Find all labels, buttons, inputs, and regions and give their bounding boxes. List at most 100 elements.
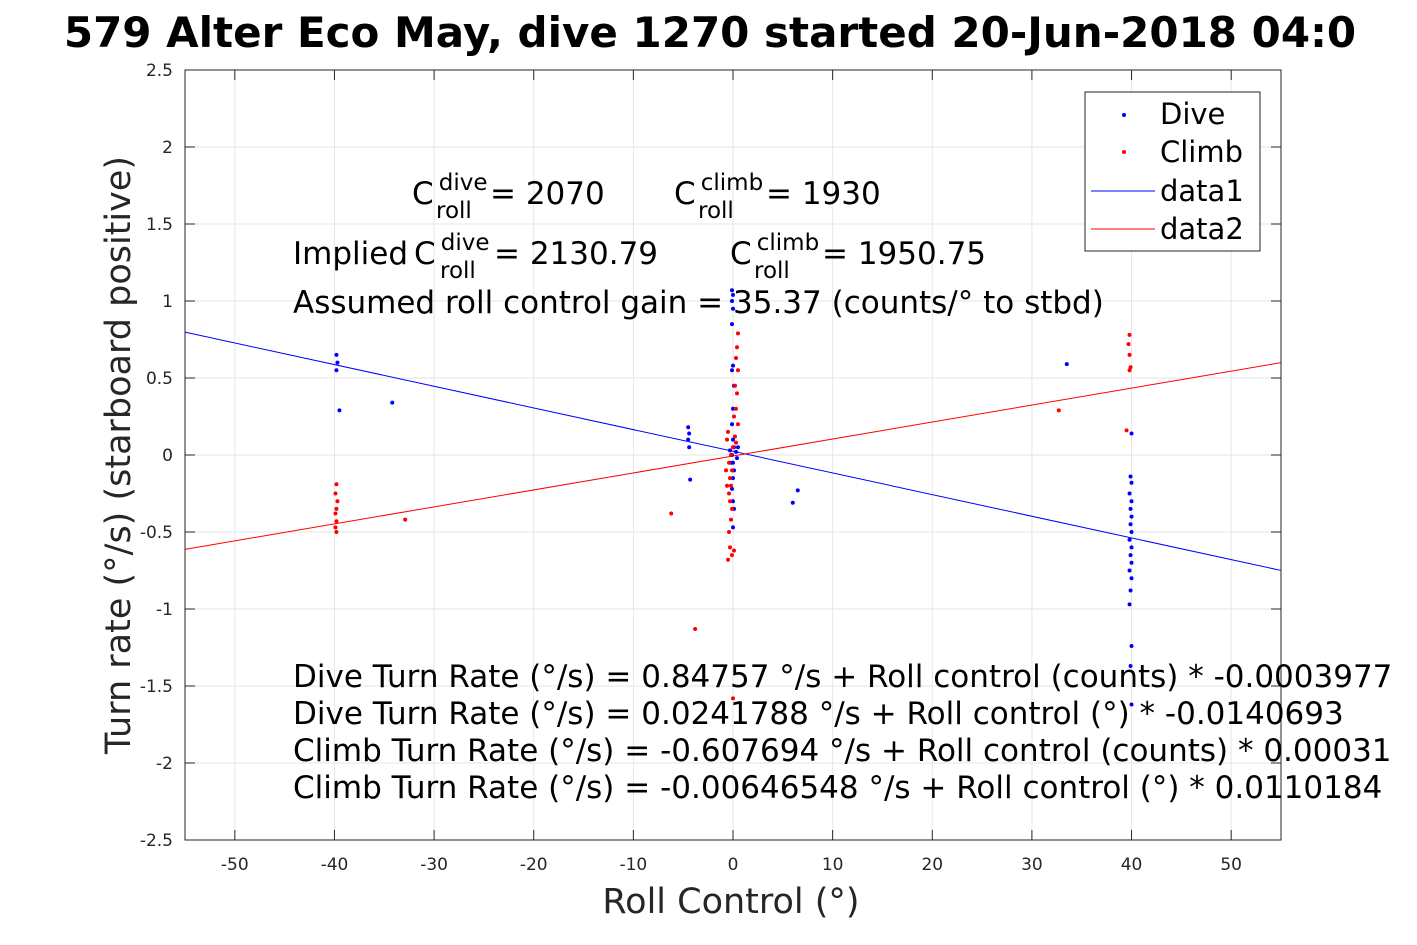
data-point-dive — [1129, 702, 1134, 707]
svg-text:= 2130.79: = 2130.79 — [494, 236, 658, 272]
data-point-climb — [1127, 368, 1132, 373]
data-point-climb — [726, 429, 731, 434]
data-point-climb — [1124, 428, 1129, 433]
legend-label-data1: data1 — [1160, 174, 1244, 208]
data-point-climb — [1128, 365, 1133, 370]
data-point-dive — [731, 406, 735, 411]
data-point-dive — [730, 299, 735, 303]
svg-text:C dive: C dive — [414, 230, 490, 272]
svg-text:roll: roll — [440, 258, 476, 284]
data-point-climb — [730, 553, 735, 558]
data-point-dive — [1128, 553, 1133, 558]
data-point-dive — [790, 500, 795, 505]
data-point-dive — [730, 422, 735, 427]
data-point-climb — [732, 383, 737, 388]
data-point-climb — [727, 460, 732, 465]
data-point-climb — [726, 557, 731, 562]
data-point-dive — [687, 431, 692, 436]
data-point-climb — [727, 491, 732, 496]
data-point-dive — [1127, 568, 1132, 573]
data-point-dive — [731, 476, 735, 481]
data-point-dive — [731, 525, 735, 530]
svg-text:= 1950.75: = 1950.75 — [822, 236, 986, 272]
x-tick-label: 10 — [822, 855, 844, 875]
legend-box — [1084, 91, 1261, 252]
data-point-dive — [1129, 560, 1134, 565]
data-point-dive — [390, 400, 395, 405]
data-point-climb — [735, 331, 740, 336]
annotation-fit-climb-counts: Climb Turn Rate (°/s) = -0.607694 °/s + … — [293, 733, 1392, 769]
data-point-dive — [728, 448, 733, 453]
data-point-climb — [1127, 332, 1132, 337]
y-tick-label: -1 — [156, 600, 173, 620]
data-point-climb — [731, 445, 735, 450]
annotation-c-roll-climb: C climb roll = 1930 — [674, 170, 881, 224]
data-point-dive — [686, 437, 691, 442]
annotation-fit-dive-counts: Dive Turn Rate (°/s) = 0.84757 °/s + Rol… — [293, 659, 1392, 695]
legend-marker-climb — [1122, 150, 1126, 154]
annotation-fit-dive-degrees: Dive Turn Rate (°/s) = 0.0241788 °/s + R… — [293, 696, 1344, 732]
data-point-dive — [730, 288, 735, 293]
data-point-dive — [334, 368, 339, 373]
data-point-climb — [735, 422, 740, 427]
annotation-c-roll-dive: C dive roll = 2070 — [412, 170, 605, 224]
data-point-climb — [403, 517, 408, 522]
svg-text:roll: roll — [698, 198, 734, 224]
data-point-climb — [732, 434, 737, 439]
y-axis-title: Turn rate (°/s) (starboard positive) — [99, 156, 139, 755]
data-point-climb — [1126, 342, 1131, 347]
svg-text:C climb: C climb — [730, 230, 819, 272]
data-point-climb — [693, 627, 698, 632]
data-point-dive — [1128, 474, 1133, 479]
data-point-climb — [729, 483, 734, 488]
data-point-dive — [1127, 491, 1132, 496]
legend: Dive Climb data1 data2 — [1084, 91, 1261, 252]
data-point-climb — [724, 468, 729, 473]
data-point-dive — [1129, 545, 1134, 550]
annotation-fit-climb-degrees: Climb Turn Rate (°/s) = -0.00646548 °/s … — [293, 770, 1382, 806]
y-tick-label: -0.5 — [140, 523, 173, 543]
data-point-climb — [669, 511, 674, 516]
data-point-climb — [335, 499, 340, 504]
data-point-climb — [334, 530, 339, 534]
data-point-dive — [1129, 530, 1134, 534]
data-points — [333, 288, 1134, 707]
data-point-dive — [1127, 537, 1132, 542]
data-point-climb — [334, 506, 339, 511]
x-axis-title: Roll Control (°) — [602, 882, 859, 922]
ticks: -50 -40 -30 -20 -10 0 10 20 30 40 50-2.5-2-1.5-1-0… — [140, 61, 1281, 875]
x-tick-label: 30 — [1021, 855, 1043, 875]
svg-text:C dive: C dive — [412, 170, 488, 212]
data-point-dive — [688, 477, 693, 482]
data-point-climb — [733, 355, 738, 360]
legend-label-dive: Dive — [1160, 97, 1225, 131]
data-point-dive — [731, 499, 735, 504]
data-point-dive — [1128, 588, 1133, 593]
data-point-climb — [731, 414, 736, 419]
data-point-climb — [333, 491, 338, 496]
data-point-dive — [1127, 602, 1132, 607]
data-point-climb — [728, 499, 733, 504]
data-point-dive — [1129, 514, 1134, 519]
svg-text:= 1930: = 1930 — [766, 176, 881, 212]
data-point-climb — [333, 525, 338, 530]
data-point-dive — [1064, 362, 1069, 367]
data-point-dive — [1129, 643, 1134, 648]
svg-text:C climb: C climb — [674, 170, 763, 212]
y-tick-label: 0.5 — [146, 369, 173, 389]
svg-text:= 2070: = 2070 — [490, 176, 605, 212]
data-point-climb — [1056, 408, 1061, 413]
data-point-climb — [729, 517, 734, 522]
y-tick-label: 2 — [162, 138, 173, 158]
x-tick-label: -40 — [321, 855, 349, 875]
legend-label-climb: Climb — [1160, 135, 1243, 169]
x-tick-label: -20 — [520, 855, 548, 875]
svg-text:roll: roll — [436, 198, 472, 224]
data-point-climb — [727, 530, 732, 534]
data-point-climb — [333, 511, 338, 516]
data-point-dive — [731, 292, 735, 297]
data-point-dive — [1129, 480, 1134, 485]
data-point-dive — [731, 306, 735, 311]
data-point-climb — [1127, 352, 1132, 357]
